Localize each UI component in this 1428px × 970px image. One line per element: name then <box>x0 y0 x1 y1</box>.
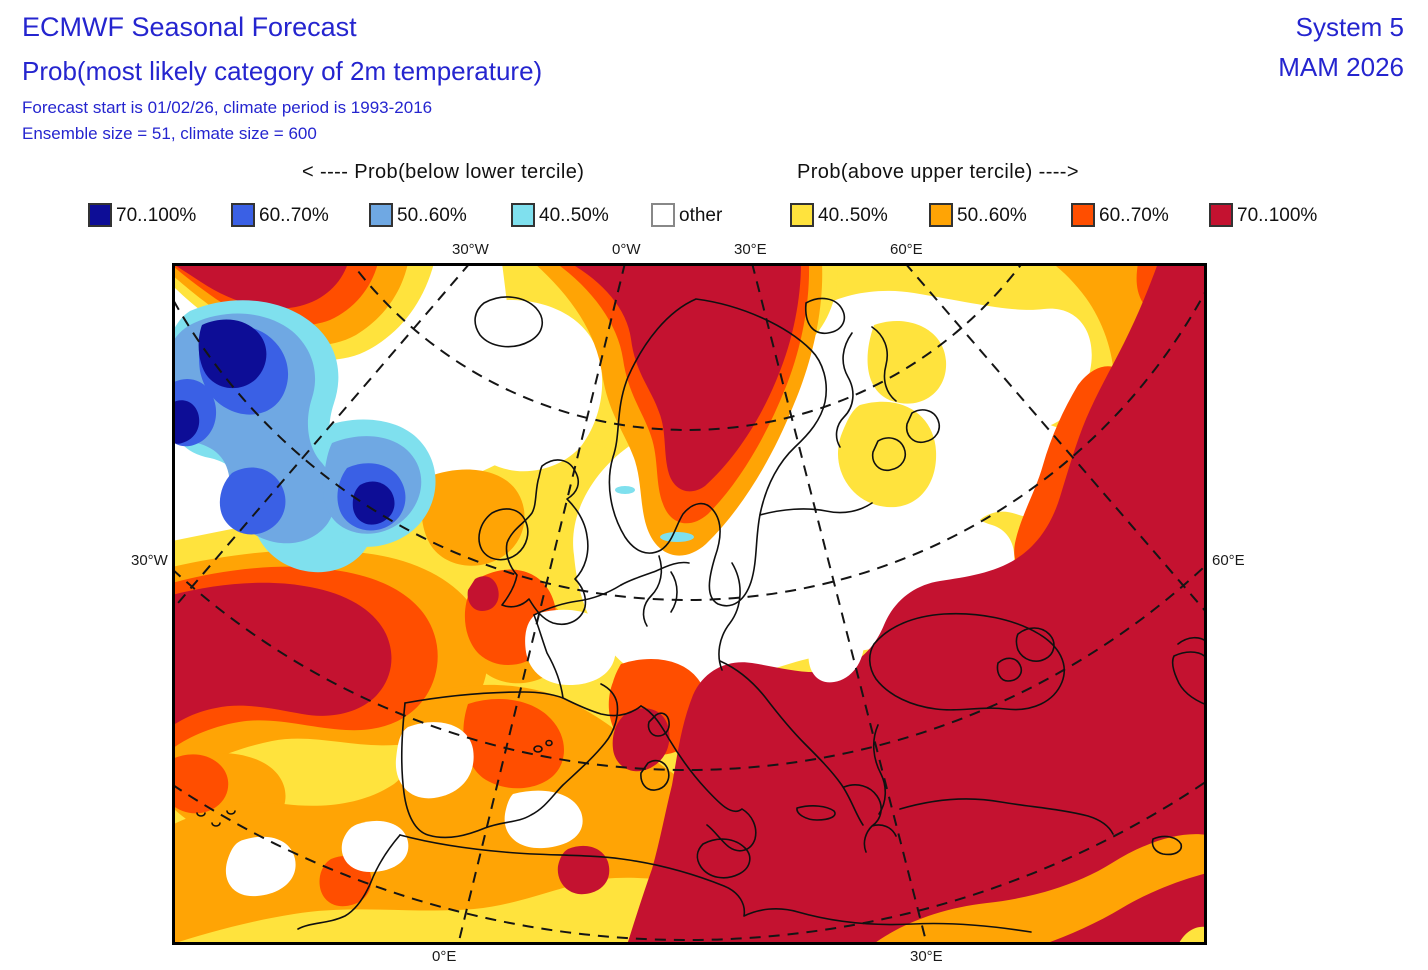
axis-label-top-30w: 30°W <box>452 241 489 258</box>
legend-swatch <box>88 203 112 227</box>
legend-label: other <box>679 205 723 226</box>
legend-swatch <box>231 203 255 227</box>
legend-swatch <box>369 203 393 227</box>
legend-label: 60..70% <box>1099 205 1169 226</box>
legend-label: 50..60% <box>957 205 1027 226</box>
system-label: System 5 <box>1295 12 1404 42</box>
legend-label: 40..50% <box>818 205 888 226</box>
legend-title-below-tercile: < ---- Prob(below lower tercile) <box>302 161 585 183</box>
forecast-map <box>172 263 1207 945</box>
axis-label-top-60e: 60°E <box>890 241 923 258</box>
forecast-start-line: Forecast start is 01/02/26, climate peri… <box>22 98 433 117</box>
axis-label-right-60e: 60°E <box>1212 552 1245 569</box>
legend-swatch <box>1209 203 1233 227</box>
legend-swatch <box>929 203 953 227</box>
coastlines <box>196 296 1207 933</box>
probability-fields <box>172 263 1207 945</box>
season-label: MAM 2026 <box>1278 52 1404 82</box>
legend-label: 50..60% <box>397 205 467 226</box>
legend-label: 40..50% <box>539 205 609 226</box>
legend-label: 60..70% <box>259 205 329 226</box>
legend-swatch <box>651 203 675 227</box>
legend-title-above-tercile: Prob(above upper tercile) ----> <box>797 161 1079 183</box>
legend-label: 70..100% <box>1237 205 1318 226</box>
legend-swatch <box>1071 203 1095 227</box>
graticule <box>172 263 1207 945</box>
legend-swatch <box>511 203 535 227</box>
axis-label-bottom-30e: 30°E <box>910 948 943 965</box>
axis-label-top-0w: 0°W <box>612 241 641 258</box>
forecast-map-svg <box>172 263 1207 945</box>
page-title: ECMWF Seasonal Forecast <box>22 12 357 42</box>
map-frame <box>172 263 1207 945</box>
legend-label: 70..100% <box>116 205 197 226</box>
legend-swatch <box>790 203 814 227</box>
ensemble-size-line: Ensemble size = 51, climate size = 600 <box>22 124 317 143</box>
axis-label-left-30w: 30°W <box>131 552 168 569</box>
axis-label-bottom-0e: 0°E <box>432 948 457 965</box>
page-subtitle: Prob(most likely category of 2m temperat… <box>22 56 543 86</box>
axis-label-top-30e: 30°E <box>734 241 767 258</box>
